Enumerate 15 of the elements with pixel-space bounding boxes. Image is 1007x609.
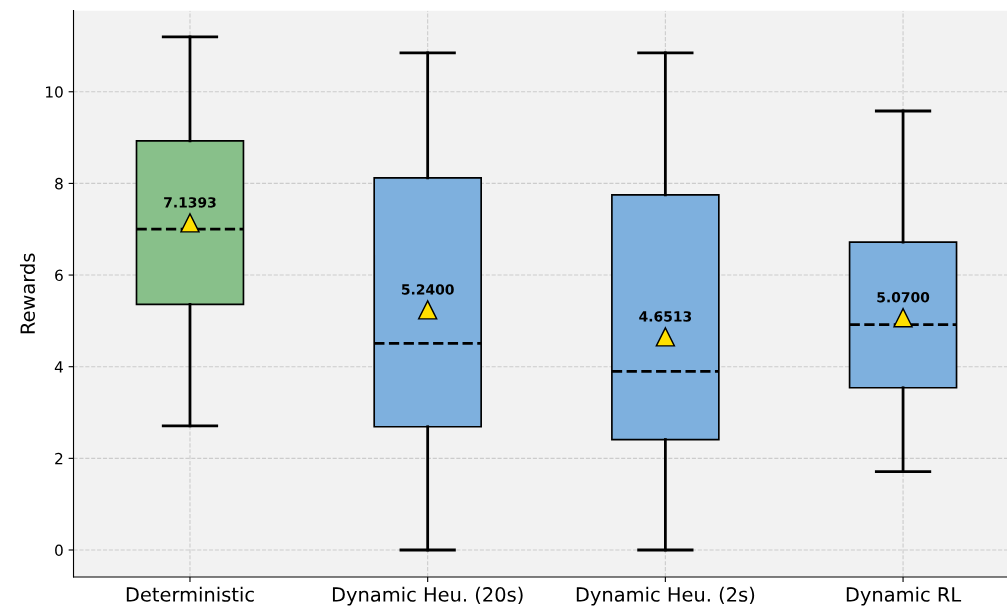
y-tick-label: 10: [46, 86, 63, 98]
y-tick-label: 2: [55, 452, 63, 465]
x-tick-label: Dynamic RL: [846, 586, 962, 606]
annotation: 7.1393: [164, 197, 216, 208]
x-tick-label: Deterministic: [126, 586, 254, 602]
annotation: 4.6513: [639, 311, 692, 322]
annotation: 5.0700: [877, 291, 930, 303]
x-tick-label: Dynamic Heu. (2s): [576, 586, 755, 606]
x-tick-label: Dynamic Heu. (20s): [332, 586, 523, 606]
y-tick-label: 6: [55, 269, 63, 282]
y-axis-title: Rewards: [19, 253, 36, 334]
y-tick-label: 4: [54, 361, 63, 373]
y-tick-label: 0: [55, 544, 63, 557]
annotation: 5.2400: [401, 284, 454, 295]
y-tick-label: 8: [55, 177, 63, 190]
